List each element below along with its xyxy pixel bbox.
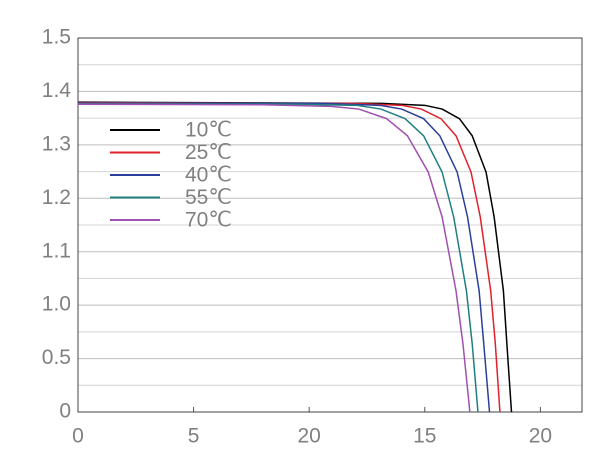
series-line [77,101,501,413]
series-line [77,103,471,413]
series-line [77,102,491,413]
x-tick-label: 20 [529,425,552,448]
x-tick-label: 0 [72,425,84,448]
x-tick-label: 20 [298,425,321,448]
y-tick-label: 1.5 [42,26,71,49]
y-tick-label: 1.0 [42,293,71,316]
y-tick-label: 1.2 [42,186,71,209]
legend-label: 55℃ [185,186,232,209]
legend-label: 25℃ [185,141,232,164]
plot-frame [77,37,583,413]
series-line [77,101,513,413]
legend-label: 40℃ [185,164,232,187]
x-tick-label: 15 [413,425,436,448]
y-tick-label: 1.4 [42,79,72,102]
y-tick-label: 1.1 [42,239,71,262]
y-tick-label: 1.3 [42,132,71,155]
series-line [77,102,479,413]
x-tick-label: 5 [188,425,200,448]
legend-label: 70℃ [185,209,232,232]
legend-label: 10℃ [185,119,232,142]
y-tick-label: 0 [59,400,71,423]
y-tick-label: 0.5 [42,346,71,369]
